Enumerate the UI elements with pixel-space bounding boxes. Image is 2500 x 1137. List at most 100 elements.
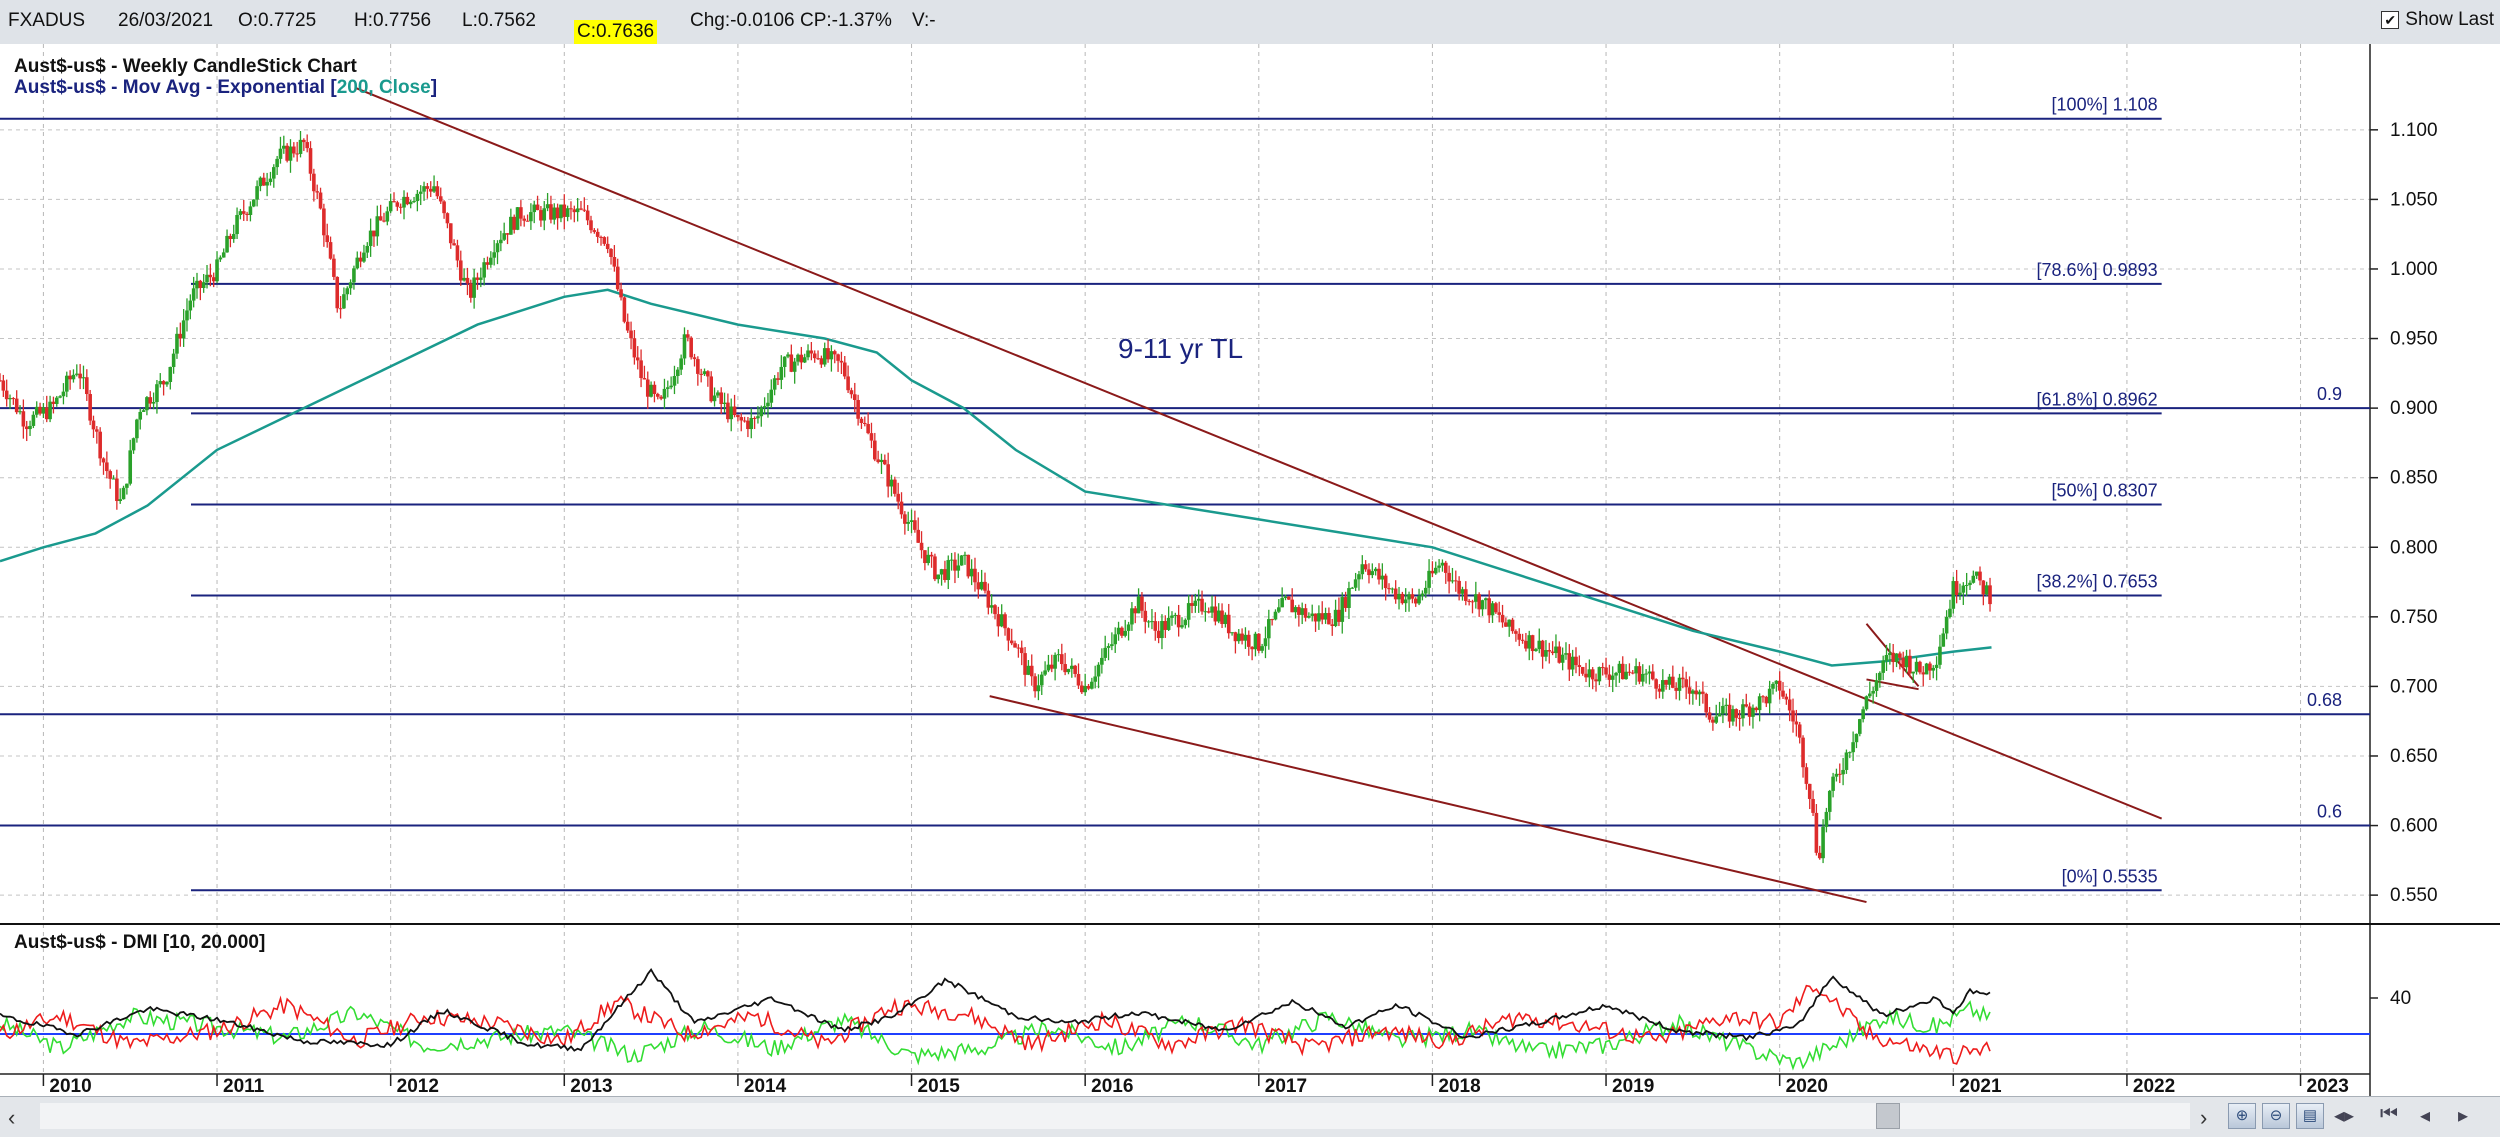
candle-body <box>1110 644 1114 647</box>
trendline <box>355 87 2163 820</box>
candle-body <box>141 410 146 412</box>
candle-body <box>1704 693 1709 713</box>
first-page-icon[interactable]: ⏮ <box>2380 1103 2398 1125</box>
candle-body <box>271 167 276 179</box>
high-value: H:0.7756 <box>354 10 432 31</box>
candles <box>0 131 1992 864</box>
candle-body <box>28 425 32 430</box>
candle-body <box>1580 666 1585 674</box>
candle-body <box>1083 685 1087 693</box>
candle-body <box>1821 826 1825 859</box>
candle-body <box>1610 675 1615 680</box>
candle-body <box>736 415 740 418</box>
candle-body <box>268 178 273 183</box>
candle-body <box>859 418 864 423</box>
candle-body <box>1103 647 1107 658</box>
candle-body <box>138 411 143 420</box>
candle-body <box>1407 594 1411 600</box>
candle-body <box>903 514 907 524</box>
candle-body <box>185 310 189 321</box>
candle-body <box>58 396 62 398</box>
candle-body <box>899 501 904 515</box>
candle-body <box>308 148 313 174</box>
previous-icon[interactable]: ◂ <box>2420 1105 2431 1127</box>
scroll-right-icon[interactable]: › <box>2200 1105 2208 1130</box>
candle-body <box>1453 580 1458 582</box>
candle-body <box>1113 634 1118 645</box>
candle-body <box>1804 767 1809 784</box>
candle-body <box>205 274 209 283</box>
candle-body <box>101 458 106 463</box>
horizontal-level-label: 0.6 <box>2317 802 2342 822</box>
candle-body <box>1684 679 1688 688</box>
candle-body <box>1681 677 1685 680</box>
candle-body <box>338 308 343 310</box>
candle-body <box>1236 633 1241 642</box>
candle-body <box>1273 611 1278 620</box>
candle-body <box>1360 564 1365 575</box>
candle-body <box>1894 653 1899 663</box>
scroll-left-icon[interactable]: ‹ <box>8 1105 16 1130</box>
candle-body <box>749 417 754 430</box>
horizontal-scrollbar[interactable] <box>40 1103 2190 1129</box>
candle-body <box>963 554 967 556</box>
candle-body <box>1216 610 1221 622</box>
candle-body <box>418 191 423 194</box>
show-last-checkbox[interactable]: ✔ <box>2381 11 2400 29</box>
zoom-in-icon[interactable]: ⊕ <box>2228 1103 2256 1129</box>
candle-body <box>832 351 837 355</box>
candle-body <box>1073 665 1077 674</box>
candle-body <box>1253 633 1258 650</box>
candle-body <box>1123 630 1128 636</box>
candle-body <box>1654 679 1658 689</box>
candle-body <box>91 420 96 430</box>
candle-body <box>408 201 413 205</box>
candle-body <box>1888 652 1892 655</box>
scrollbar-thumb[interactable] <box>1876 1103 1900 1129</box>
candle-body <box>786 354 790 357</box>
candle-body <box>1146 621 1151 623</box>
candle-body <box>772 378 777 390</box>
candle-body <box>1600 667 1605 669</box>
candle-body <box>1871 690 1875 694</box>
candle-body <box>1604 667 1608 675</box>
candle-body <box>856 400 860 419</box>
candle-body <box>1530 635 1535 652</box>
zoom-out-icon[interactable]: ⊖ <box>2262 1103 2290 1129</box>
time-axis-ticks: 2010 2011 2012 2013 2014 2015 2016 2017 2018 2019… <box>42 1074 2349 1096</box>
pan-icon[interactable]: ◂▸ <box>2334 1105 2355 1127</box>
candle-body <box>1484 598 1488 601</box>
candle-body <box>258 177 263 187</box>
candle-body <box>345 288 350 295</box>
candle-body <box>645 379 650 397</box>
candle-body <box>1537 640 1542 650</box>
candle-body <box>1727 704 1732 722</box>
next-icon[interactable]: ▸ <box>2458 1105 2469 1127</box>
candle-body <box>929 554 934 557</box>
candle-body <box>1587 669 1592 678</box>
candle-body <box>211 277 216 282</box>
candle-body <box>181 320 186 339</box>
candle-body <box>989 605 994 608</box>
candle-body <box>555 207 560 219</box>
candle-body <box>1567 653 1572 670</box>
candle-body <box>275 158 279 168</box>
chart-area[interactable]: [100%] 1.108 [78.6%] 0.9893 [61.8%] 0.8962… <box>0 44 2500 1096</box>
candle-body <box>1166 617 1171 630</box>
candle-body <box>959 555 964 566</box>
symbol-label: FXADUS <box>8 10 86 31</box>
candle-body <box>231 234 236 240</box>
candle-body <box>24 426 29 430</box>
show-last-toggle[interactable]: ✔ Show Last <box>2381 9 2494 31</box>
candle-body <box>1156 630 1161 639</box>
candle-body <box>251 199 256 207</box>
candle-body <box>1881 660 1885 673</box>
candle-body <box>438 196 443 202</box>
candle-body <box>599 236 603 238</box>
candle-body <box>1524 640 1528 649</box>
candle-body <box>883 459 887 465</box>
save-icon[interactable]: ▤ <box>2296 1103 2324 1129</box>
candle-body <box>1470 601 1475 603</box>
candle-body <box>372 230 376 237</box>
time-tick-label: 2023 <box>2307 1076 2349 1096</box>
